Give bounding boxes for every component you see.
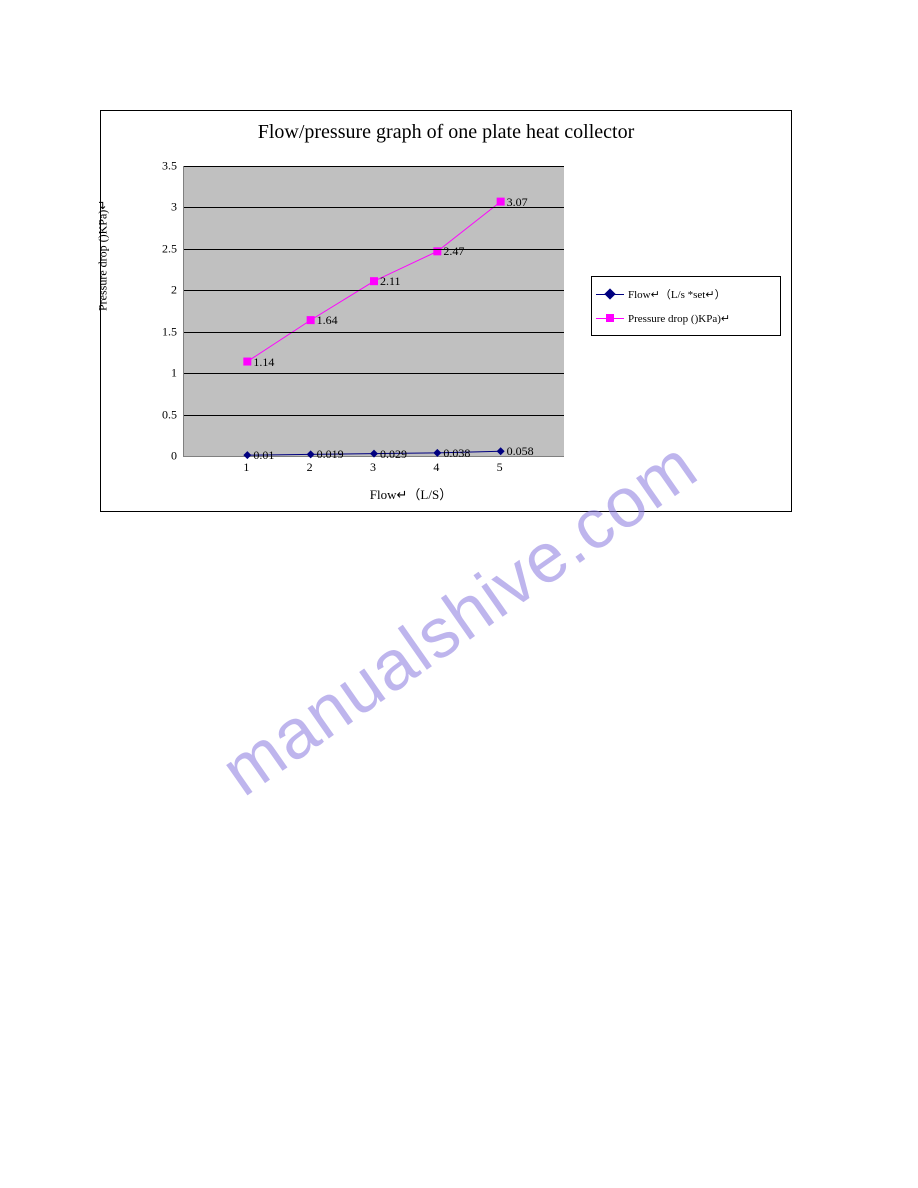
y-tick-label: 0 (147, 449, 177, 464)
data-label: 0.029 (380, 447, 407, 462)
legend-item-flow: Flow↵（L/s *set↵） (596, 282, 776, 306)
diamond-marker-icon (497, 447, 505, 455)
x-tick-label: 5 (497, 460, 503, 475)
gridline (184, 373, 564, 374)
legend-label: Flow↵（L/s *set↵） (628, 286, 726, 302)
y-axis-label: Pressure drop ()KPa)↵ (96, 200, 111, 311)
y-tick-label: 2.5 (147, 241, 177, 256)
y-tick-label: 0.5 (147, 407, 177, 422)
diamond-marker-icon (370, 450, 378, 458)
gridline (184, 332, 564, 333)
data-label: 2.11 (380, 274, 401, 289)
data-label: 3.07 (507, 195, 528, 210)
diamond-marker-icon (243, 451, 251, 459)
x-tick-label: 3 (370, 460, 376, 475)
diamond-marker-icon (307, 450, 315, 458)
data-label: 0.038 (443, 446, 470, 461)
x-tick-label: 1 (243, 460, 249, 475)
square-marker-icon (497, 198, 505, 206)
y-tick-label: 3 (147, 200, 177, 215)
document-page: Flow/pressure graph of one plate heat co… (0, 0, 918, 1188)
y-tick-label: 1 (147, 366, 177, 381)
legend-item-pressure: Pressure drop ()KPa)↵ (596, 306, 776, 330)
data-label: 0.01 (253, 448, 274, 463)
data-label: 0.058 (507, 444, 534, 459)
gridline (184, 166, 564, 167)
plot-area: 0.010.0190.0290.0380.0581.141.642.112.47… (183, 166, 564, 457)
x-axis-label: Flow↵（L/S） (181, 484, 641, 503)
chart-container: Flow/pressure graph of one plate heat co… (100, 110, 792, 512)
gridline (184, 249, 564, 250)
x-tick-label: 2 (307, 460, 313, 475)
square-marker-icon (370, 277, 378, 285)
square-marker-icon (307, 316, 315, 324)
x-tick-label: 4 (433, 460, 439, 475)
square-marker-icon (243, 358, 251, 366)
y-tick-label: 3.5 (147, 159, 177, 174)
chart-title: Flow/pressure graph of one plate heat co… (101, 121, 791, 144)
data-label: 1.14 (253, 355, 274, 370)
square-marker-icon (606, 314, 614, 322)
y-tick-label: 1.5 (147, 324, 177, 339)
diamond-marker-icon (604, 288, 615, 299)
data-label: 2.47 (443, 244, 464, 259)
legend-label: Pressure drop ()KPa)↵ (628, 312, 730, 325)
legend: Flow↵（L/s *set↵） Pressure drop ()KPa)↵ (591, 276, 781, 336)
data-label: 0.019 (317, 447, 344, 462)
gridline (184, 415, 564, 416)
y-tick-label: 2 (147, 283, 177, 298)
diamond-marker-icon (433, 449, 441, 457)
gridline (184, 290, 564, 291)
data-label: 1.64 (317, 313, 338, 328)
